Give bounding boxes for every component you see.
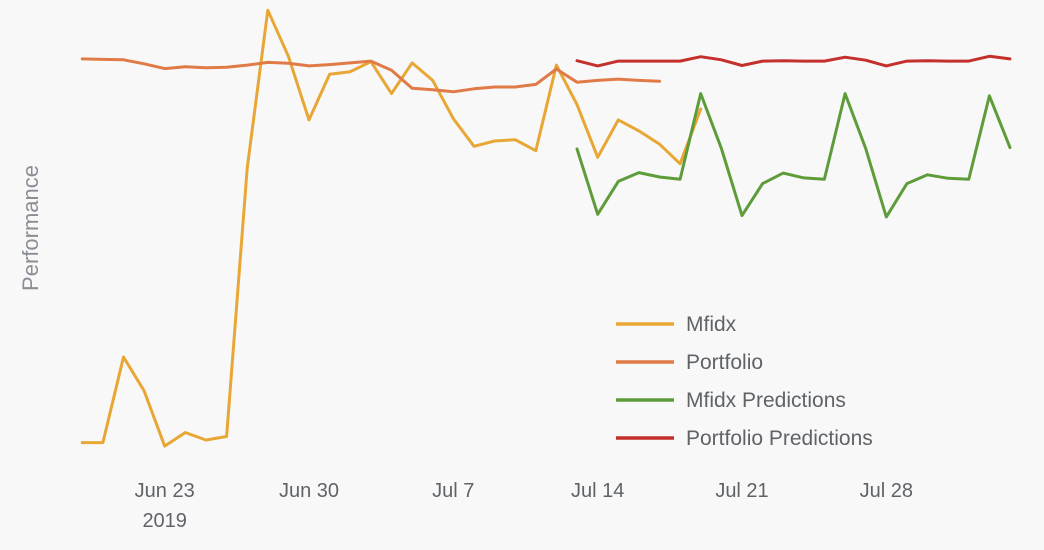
series-line-mfidx-predictions: [575, 92, 1012, 219]
legend-label: Portfolio Predictions: [686, 427, 873, 450]
x-tick-year-label: 2019: [142, 510, 187, 532]
series-line-mfidx: [80, 8, 703, 448]
legend: Mfidx Portfolio Mfidx Predictions Portfolio…: [616, 313, 873, 450]
x-tick-label: Jul 7: [432, 480, 474, 502]
legend-item-mfidx: Mfidx: [616, 313, 737, 336]
x-tick-label: Jul 14: [571, 480, 624, 502]
legend-label: Mfidx: [686, 313, 737, 336]
x-tick-label: Jul 21: [715, 480, 768, 502]
legend-label: Portfolio: [686, 351, 763, 374]
series-lines: [80, 8, 1012, 448]
legend-item-mfidx-predictions: Mfidx Predictions: [616, 389, 846, 412]
legend-item-portfolio-predictions: Portfolio Predictions: [616, 427, 873, 450]
x-tick-label: Jun 30: [279, 480, 339, 502]
x-axis-ticks: Jun 23 2019 Jun 30 Jul 7 Jul 14 Jul 21 Jul 28: [135, 480, 913, 532]
series-line-portfolio: [80, 57, 661, 94]
legend-item-portfolio: Portfolio: [616, 351, 763, 374]
y-axis-label: Performance: [18, 165, 43, 291]
x-tick-label: Jun 23: [135, 480, 195, 502]
series-line-portfolio-predictions: [575, 54, 1012, 68]
x-tick-label: Jul 28: [860, 480, 913, 502]
legend-label: Mfidx Predictions: [686, 389, 846, 412]
